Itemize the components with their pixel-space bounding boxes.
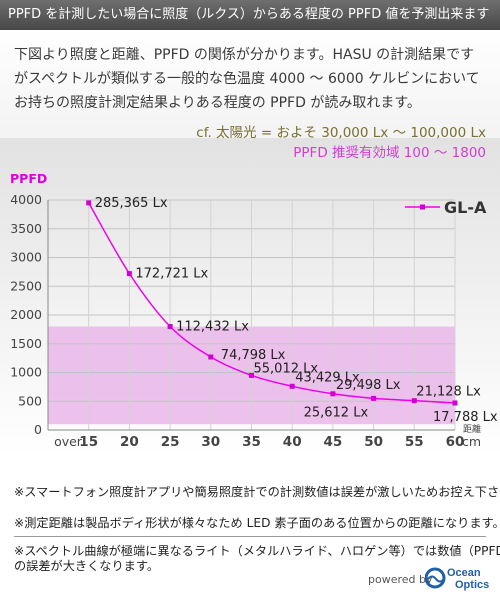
data-point [452,400,458,406]
data-label: 74,798 Lx [221,348,286,363]
x-axis-title-word: 距離 [463,423,481,435]
footnote-1: ※スマートフォン照度計アプリや簡易照度計での計測数値は誤差が激しいためお控え下さ… [14,485,500,499]
data-label: 43,429 Lx [295,370,360,385]
x-tick-label: 45 [324,434,343,450]
x-axis-title-unit: cm [462,434,481,449]
y-tick-label: 1000 [10,365,42,380]
data-point [330,391,336,397]
x-tick-label: over [54,434,83,449]
intro-line-2: がスペクトルが類似する一般的な色温度 4000 ～ 6000 ケルビンにおいて [14,71,480,87]
y-tick-label: 2000 [10,307,42,322]
data-point [371,395,377,401]
footnote-2: ※測定距離は製品ボディ形状が様々なため LED 素子面のある位置からの距離になり… [14,516,500,530]
x-tick-label: 50 [364,434,383,450]
footnote-divider [14,536,486,537]
y-tick-label: 500 [18,393,42,408]
intro-line-1: 下図より照度と距離、PPFD の関係が分かります。HASU の計測結果です [14,47,475,63]
powered-by-text: powered by [368,573,433,586]
x-tick-label: 55 [405,434,424,450]
sunlight-note: cf. 太陽光 = およそ 30,000 Lx ～ 100,000 Lx [196,125,486,141]
data-point [289,383,295,389]
x-tick-label: 15 [79,434,98,450]
data-label: 55,012 Lx [254,361,319,376]
x-tick-label: 20 [120,434,139,450]
data-label: 25,612 Lx [304,405,369,420]
x-tick-label: 40 [283,434,302,450]
y-axis-title: PPFD [10,171,47,186]
data-label: 29,498 Lx [336,378,401,393]
intro-line-3: お持ちの照度計測定結果よりある程度の PPFD が読み取れます。 [14,95,421,111]
x-tick-label: 30 [201,434,220,450]
footnote-3: ※スペクトル曲線が極端に異なるライト（メタルハライド、ハロゲン等）では数値（PP… [14,544,500,558]
y-tick-label: 2500 [10,278,42,293]
data-label: 21,128 Lx [416,385,481,400]
y-tick-label: 0 [34,422,42,437]
y-tick-label: 3500 [10,221,42,236]
data-label: 285,365 Lx [95,196,168,211]
page-title: PPFD を計測したい場合に照度（ルクス）からある程度の PPFD 値を予測出来… [8,7,490,22]
data-label: 112,432 Lx [176,320,249,335]
data-label: 172,721 Lx [135,267,208,282]
x-tick-label: 25 [161,434,180,450]
page-header: PPFD を計測したい場合に照度（ルクス）からある程度の PPFD 値を予測出来… [0,0,500,30]
ocean-optics-logo: Ocean Optics [425,567,489,591]
legend-label: GL-A [444,198,487,217]
y-tick-label: 1500 [10,336,42,351]
intro-panel: 下図より照度と距離、PPFD の関係が分かります。HASU の計測結果です がス… [0,30,500,138]
series-line-gl-a [88,202,456,404]
data-point [126,271,132,277]
logo-word-optics: Optics [455,579,489,591]
y-tick-label: 4000 [10,192,42,207]
data-point [208,354,214,360]
data-label: 17,788 Lx [433,410,498,425]
x-tick-label: 35 [242,434,261,450]
x-tick-label: 60 [446,434,465,450]
logo-word-ocean: Ocean [447,567,481,579]
y-tick-label: 3000 [10,250,42,265]
legend-marker [420,204,425,210]
data-point [86,200,92,206]
footnote-4: の誤差が大きくなります。 [14,559,160,573]
ppfd-range-note: PPFD 推奨有効域 100 ～ 1800 [293,145,486,161]
data-point [249,372,254,378]
data-point [411,398,417,404]
data-point [167,324,173,329]
